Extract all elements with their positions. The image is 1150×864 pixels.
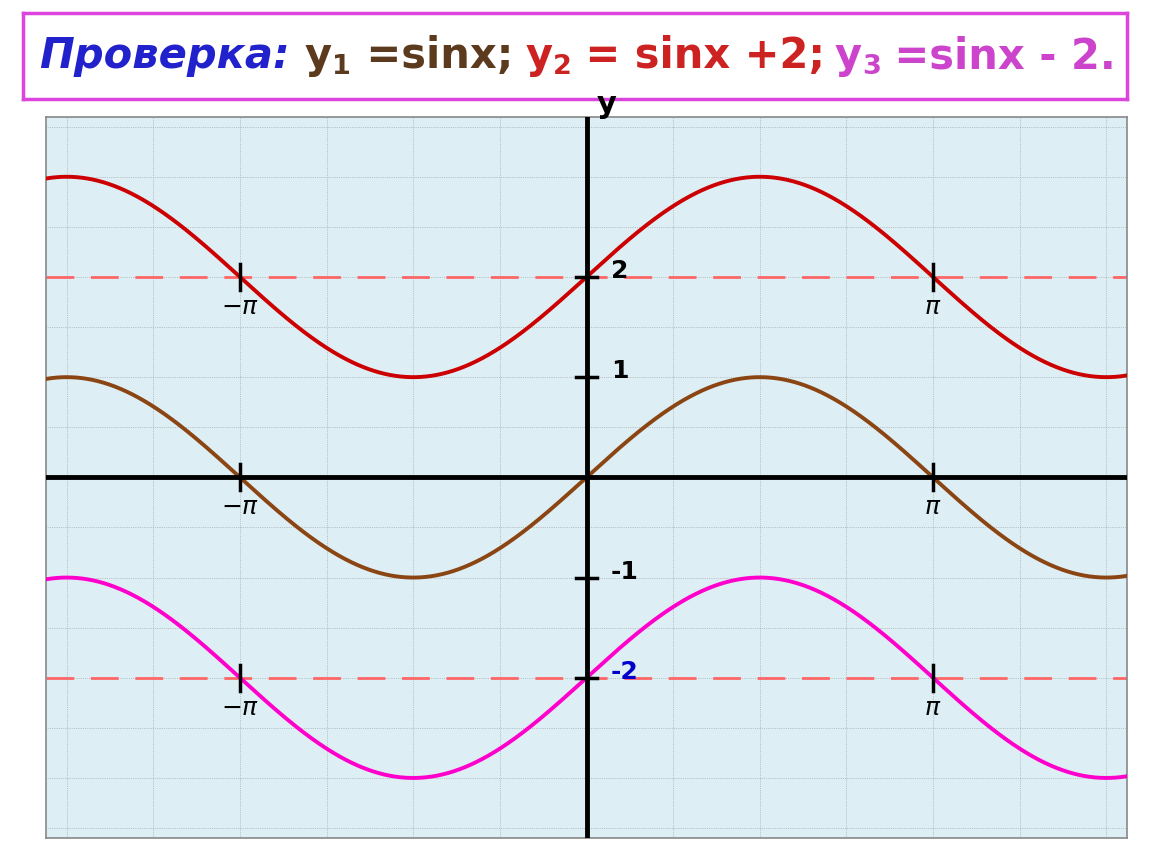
Text: y: y [305,35,331,77]
Text: 1: 1 [332,54,351,79]
Text: y: y [835,35,861,77]
Text: y: y [597,90,616,119]
Text: -1: -1 [611,560,638,583]
Text: 1: 1 [611,359,628,383]
Text: =sinx - 2.: =sinx - 2. [880,35,1116,77]
Text: =sinx;: =sinx; [352,35,513,77]
Text: $-\pi$: $-\pi$ [221,696,259,720]
Text: 2: 2 [553,54,572,79]
Text: $-\pi$: $-\pi$ [221,295,259,319]
Text: $\pi$: $\pi$ [925,495,942,519]
Text: Проверка:: Проверка: [39,35,290,77]
Text: $-\pi$: $-\pi$ [221,495,259,519]
Text: $\pi$: $\pi$ [925,295,942,319]
Text: -2: -2 [611,660,638,683]
Text: $\pi$: $\pi$ [925,696,942,720]
Text: = sinx +2;: = sinx +2; [570,35,825,77]
Text: y: y [526,35,552,77]
Text: 2: 2 [611,259,628,283]
Text: 3: 3 [862,54,881,79]
